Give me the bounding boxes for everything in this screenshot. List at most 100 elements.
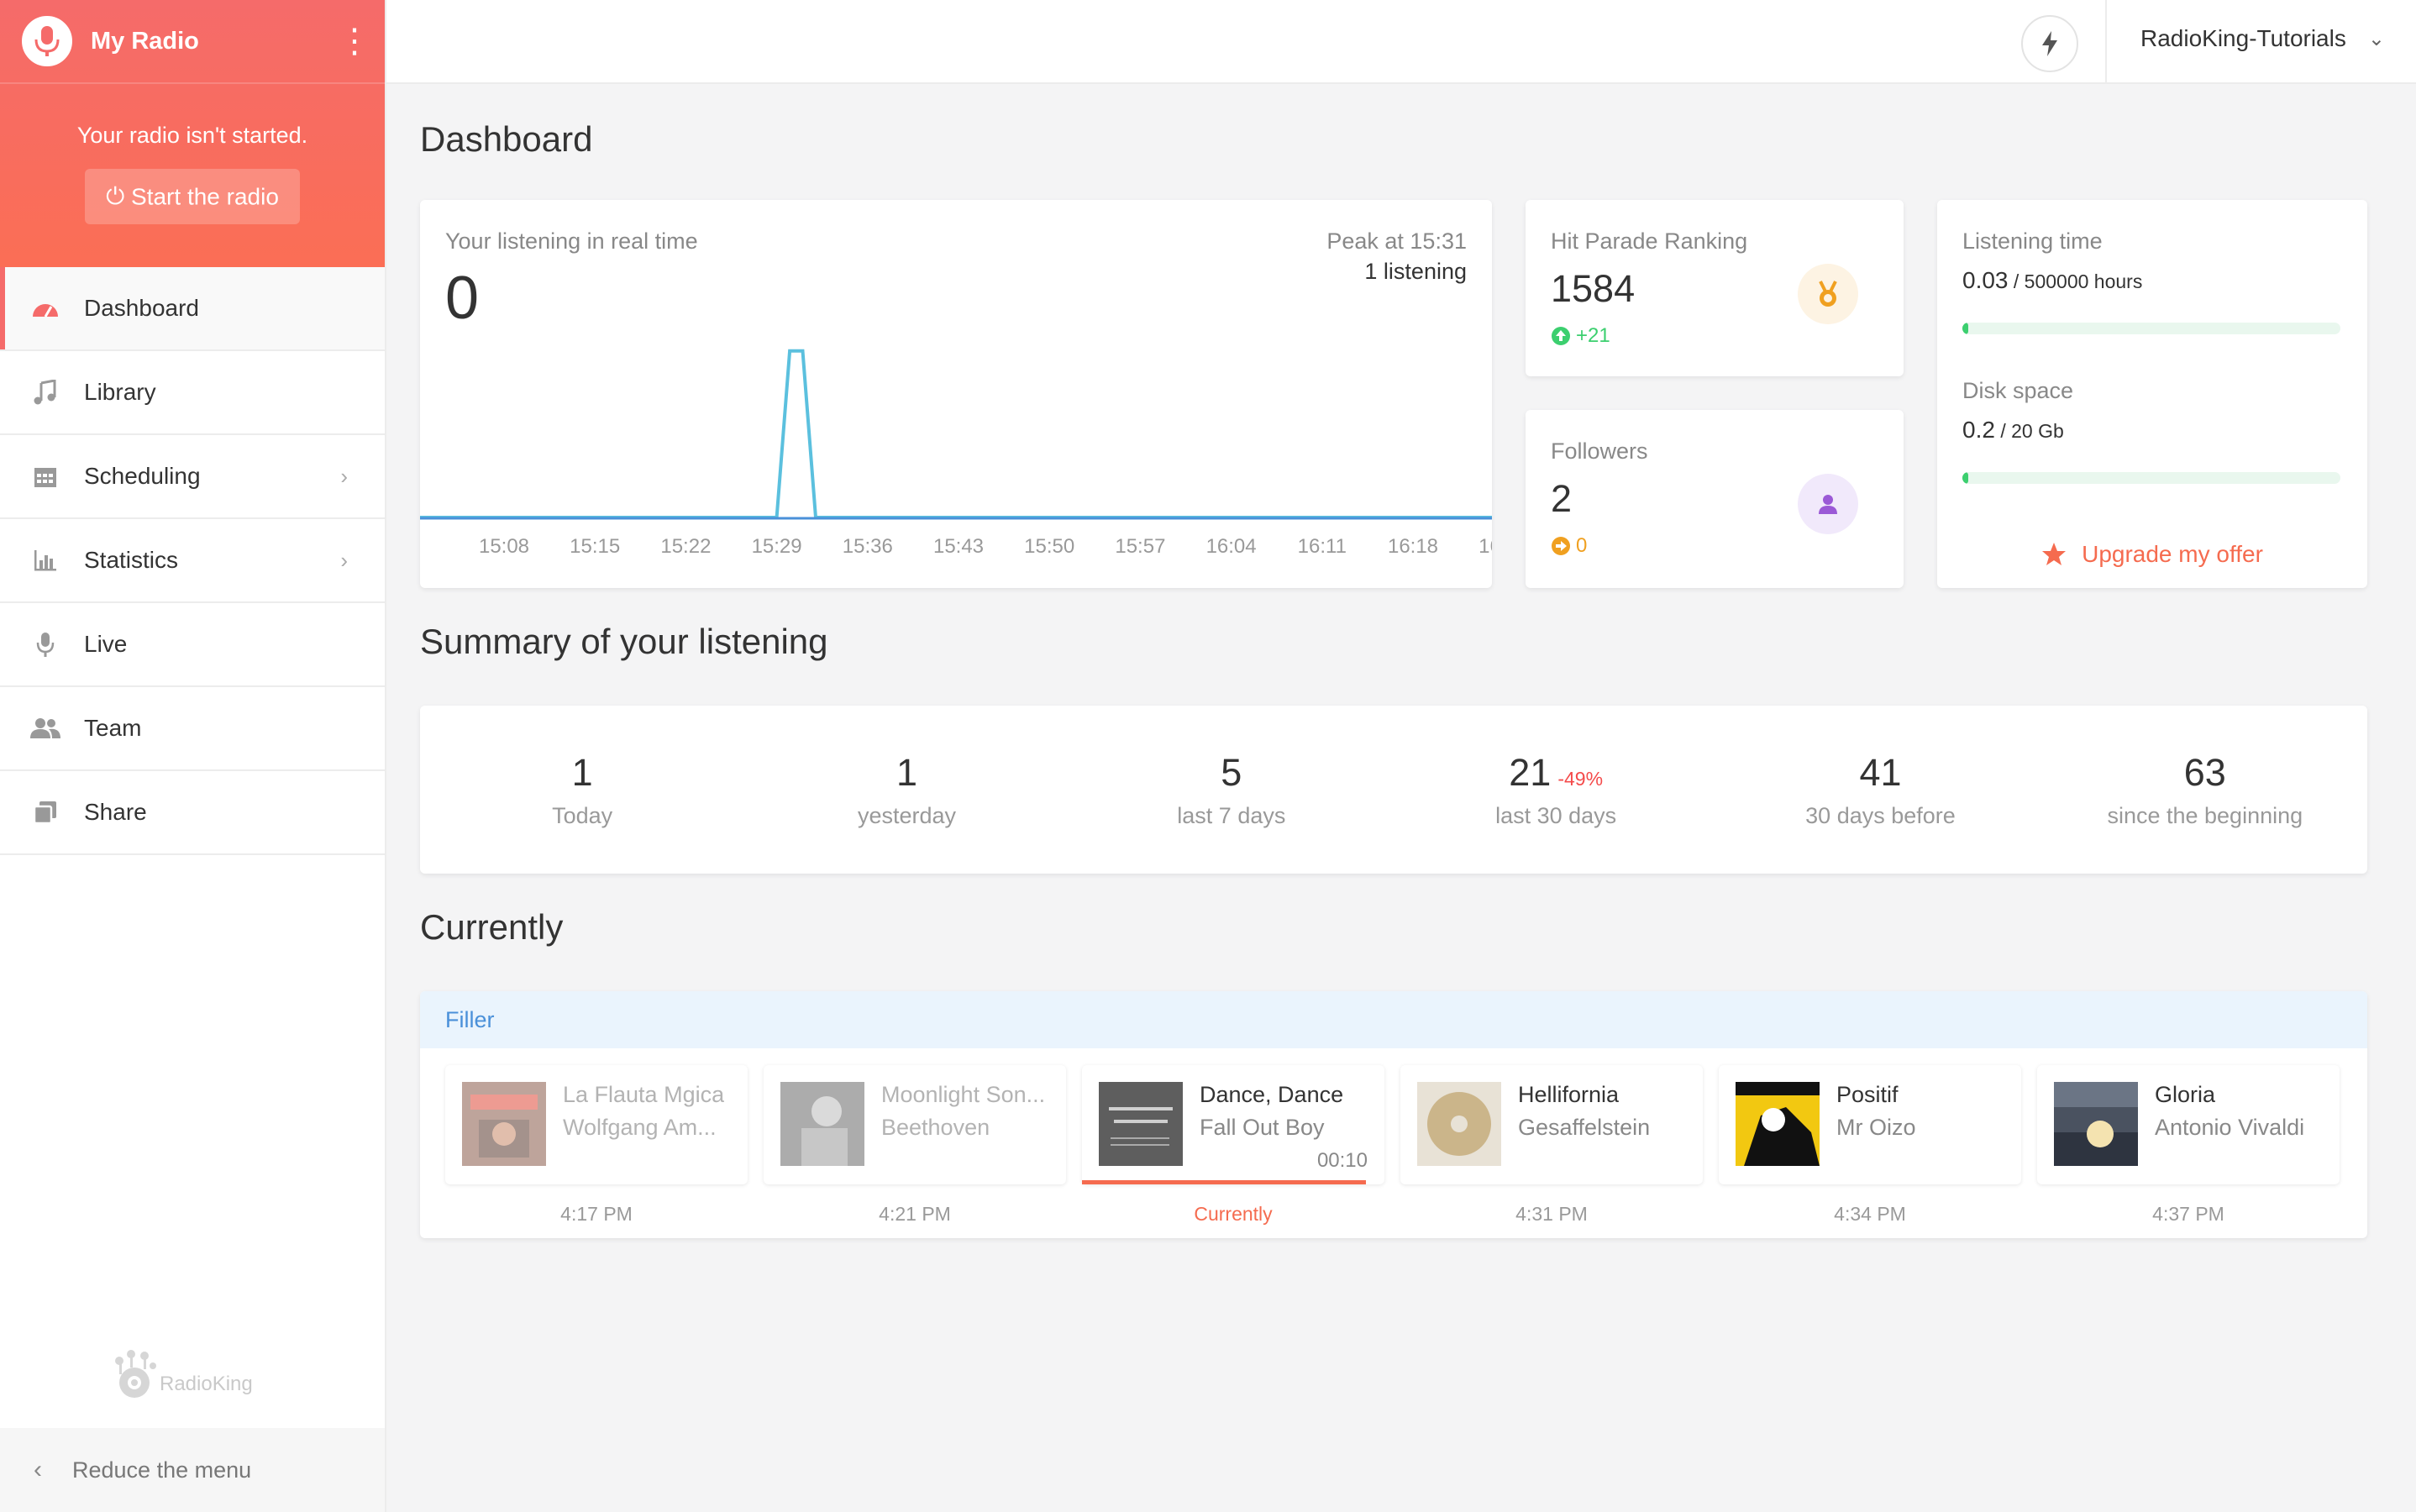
account-menu[interactable]: RadioKing-Tutorials ⌄ xyxy=(2140,25,2385,52)
top-bar: RadioKing-Tutorials ⌄ xyxy=(386,0,2416,84)
reduce-menu-button[interactable]: ‹ Reduce the menu xyxy=(0,1428,385,1512)
brand-text: RadioKing xyxy=(160,1373,253,1395)
realtime-value: 0 xyxy=(445,265,480,332)
album-cover xyxy=(462,1082,546,1166)
summary-value: 63 xyxy=(2183,751,2226,794)
track-title: Positif xyxy=(1836,1082,1899,1107)
calendar-icon xyxy=(30,461,60,491)
share-icon xyxy=(30,797,60,827)
nav-item-library[interactable]: Library xyxy=(0,351,385,435)
hit-parade-label: Hit Parade Ranking xyxy=(1551,228,1748,254)
track-timeline: La Flauta Mgica Wolfgang Am... 4:17 PM M… xyxy=(445,1065,2356,1226)
microphone-icon xyxy=(30,629,60,659)
summary-value: 1 xyxy=(895,751,917,794)
playlist-name[interactable]: Filler xyxy=(420,991,2367,1048)
lightning-icon xyxy=(2042,31,2057,56)
nav-item-live[interactable]: Live xyxy=(0,603,385,687)
hit-parade-delta: +21 xyxy=(1551,324,1610,348)
quick-actions-button[interactable] xyxy=(2021,15,2078,72)
hit-parade-value: 1584 xyxy=(1551,267,1636,310)
x-tick-label: 15:08 xyxy=(479,535,529,558)
bar-chart-icon xyxy=(30,545,60,575)
chevron-left-icon: ‹ xyxy=(34,1456,42,1483)
track-artist: Mr Oizo xyxy=(1836,1115,1916,1140)
summary-label: Today xyxy=(552,803,613,828)
disk-space-value: 0.2 / 20 Gb xyxy=(1962,417,2064,444)
listening-time-fill xyxy=(1962,323,1968,334)
summary-label: yesterday xyxy=(857,803,957,828)
summary-card: 1 Today 1 yesterday 5 last 7 days 21 -49%… xyxy=(420,706,2367,874)
followers-delta-value: 0 xyxy=(1576,534,1588,557)
realtime-listening-card: Your listening in real time 0 Peak at 15… xyxy=(420,200,1492,588)
nav-item-statistics[interactable]: Statistics › xyxy=(0,519,385,603)
summary-yesterday: 1 yesterday xyxy=(744,706,1069,874)
nav-item-dashboard[interactable]: Dashboard xyxy=(0,267,385,351)
radio-selector[interactable]: My Radio ⋮ xyxy=(0,0,385,84)
track-item[interactable]: Hellifornia Gesaffelstein 4:31 PM xyxy=(1400,1065,1703,1226)
summary-label: last 7 days xyxy=(1177,803,1286,828)
listening-time-progress xyxy=(1962,323,2340,334)
start-radio-button[interactable]: ⏻ Start the radio xyxy=(85,169,300,224)
nav-label: Library xyxy=(84,379,156,405)
x-tick-label: 16:04 xyxy=(1206,535,1257,558)
peak-count: 1 listening xyxy=(1364,259,1467,284)
track-remaining-time: 00:10 xyxy=(1316,1149,1368,1172)
track-item-current[interactable]: Dance, Dance Fall Out Boy 00:10 Currentl… xyxy=(1082,1065,1384,1226)
track-artist: Antonio Vivaldi xyxy=(2155,1115,2305,1140)
nav-label: Share xyxy=(84,799,147,825)
track-item[interactable]: Positif Mr Oizo 4:34 PM xyxy=(1719,1065,2021,1226)
track-title: Dance, Dance xyxy=(1200,1082,1344,1107)
star-icon xyxy=(2042,543,2067,565)
disk-space-label: Disk space xyxy=(1962,378,2074,403)
track-time: 4:31 PM xyxy=(1515,1203,1588,1225)
listening-time-value: 0.03 / 500000 hours xyxy=(1962,267,2142,294)
track-item[interactable]: Moonlight Son... Beethoven 4:21 PM xyxy=(764,1065,1066,1226)
summary-title: Summary of your listening xyxy=(420,622,828,661)
followers-label: Followers xyxy=(1551,438,1648,464)
followers-card: Followers 2 0 xyxy=(1526,410,1904,588)
realtime-chart[interactable]: 15:08 15:15 15:22 15:29 15:36 15:43 15:50 15:57… xyxy=(420,318,1492,588)
track-time: 4:37 PM xyxy=(2152,1203,2224,1225)
gauge-icon xyxy=(30,293,60,323)
sidebar: My Radio ⋮ Your radio isn't started. ⏻ S… xyxy=(0,0,386,1512)
hit-parade-delta-value: +21 xyxy=(1576,324,1610,347)
summary-last-7-days: 5 last 7 days xyxy=(1069,706,1394,874)
radio-status-text: Your radio isn't started. xyxy=(76,123,308,148)
listening-time-label: Listening time xyxy=(1962,228,2103,254)
music-note-icon xyxy=(30,377,60,407)
more-options-icon[interactable]: ⋮ xyxy=(338,23,371,60)
x-tick-label: 15:36 xyxy=(843,535,893,558)
medal-icon xyxy=(1798,264,1858,324)
nav-label: Live xyxy=(84,631,128,657)
album-cover xyxy=(1099,1082,1183,1166)
account-name: RadioKing-Tutorials xyxy=(2140,25,2346,51)
track-time: Currently xyxy=(1194,1203,1273,1225)
hit-parade-card: Hit Parade Ranking 1584 +21 xyxy=(1526,200,1904,376)
chevron-right-icon: › xyxy=(340,463,348,489)
users-icon xyxy=(30,713,60,743)
track-item[interactable]: Gloria Antonio Vivaldi 4:37 PM xyxy=(2037,1065,2340,1226)
summary-today: 1 Today xyxy=(420,706,744,874)
nav-label: Statistics xyxy=(84,547,179,573)
series-line xyxy=(420,349,1492,519)
nav-item-scheduling[interactable]: Scheduling › xyxy=(0,435,385,519)
x-tick-label: 16:25 xyxy=(1478,535,1492,558)
nav-item-share[interactable]: Share xyxy=(0,771,385,855)
disk-space-amount: 0.2 xyxy=(1962,417,1995,443)
upgrade-offer-link[interactable]: Upgrade my offer xyxy=(1937,541,2367,568)
sidebar-header: My Radio ⋮ Your radio isn't started. ⏻ S… xyxy=(0,0,385,267)
summary-value: 1 xyxy=(571,751,593,794)
radioking-logo: RadioKing xyxy=(109,1349,253,1401)
listening-time-amount: 0.03 xyxy=(1962,267,2009,293)
summary-label: since the beginning xyxy=(2107,803,2303,828)
track-title: Moonlight Son... xyxy=(881,1082,1046,1107)
arrow-up-circle-icon xyxy=(1552,327,1570,345)
disk-space-progress xyxy=(1962,472,2340,484)
nav-item-team[interactable]: Team xyxy=(0,687,385,771)
x-tick-label: 15:15 xyxy=(570,535,620,558)
track-item[interactable]: La Flauta Mgica Wolfgang Am... 4:17 PM xyxy=(445,1065,748,1226)
upgrade-label: Upgrade my offer xyxy=(2082,541,2263,567)
summary-last-30-days: 21 -49% last 30 days xyxy=(1394,706,1718,874)
disk-space-fill xyxy=(1962,472,1968,484)
track-artist: Wolfgang Am... xyxy=(563,1115,717,1140)
